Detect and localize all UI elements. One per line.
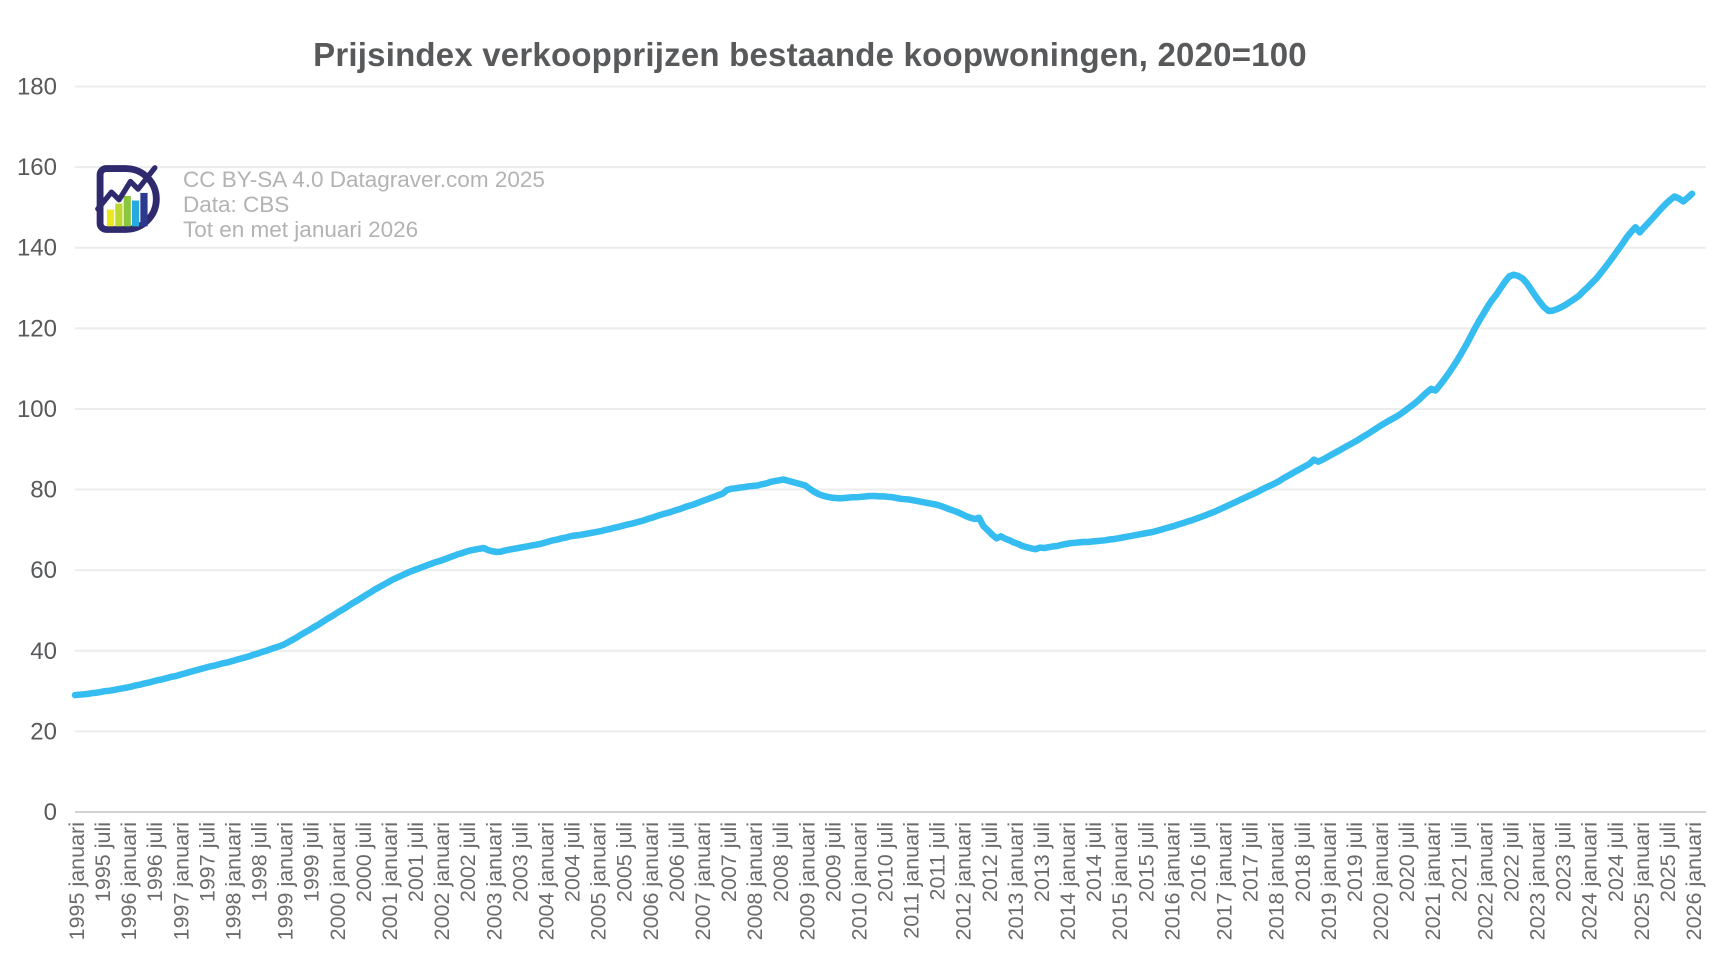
x-tick-label: 2024 juli	[1604, 822, 1628, 902]
x-tick-label: 2020 januari	[1369, 822, 1393, 940]
x-tick-label: 2010 juli	[874, 822, 898, 902]
y-tick-label: 160	[17, 154, 57, 181]
x-tick-label: 1999 juli	[300, 822, 324, 902]
x-tick-label: 2004 januari	[534, 822, 558, 940]
x-tick-label: 2017 januari	[1213, 822, 1237, 940]
watermark-license: CC BY-SA 4.0 Datagraver.com 2025	[183, 167, 545, 192]
x-tick-label: 2013 januari	[1004, 822, 1028, 940]
x-tick-label: 2009 juli	[821, 822, 845, 902]
x-tick-label: 2007 juli	[717, 822, 741, 902]
y-tick-label: 100	[17, 396, 57, 423]
x-tick-label: 2021 januari	[1421, 822, 1445, 940]
x-tick-label: 2001 juli	[404, 822, 428, 902]
x-tick-label: 2025 juli	[1656, 822, 1680, 902]
x-tick-label: 2014 juli	[1082, 822, 1106, 902]
x-tick-label: 1996 januari	[117, 822, 141, 940]
x-tick-label: 2007 januari	[691, 822, 715, 940]
x-tick-label: 2016 januari	[1160, 822, 1184, 940]
x-tick-label: 2022 januari	[1473, 822, 1497, 940]
x-tick-label: 2009 januari	[795, 822, 819, 940]
x-tick-label: 2011 januari	[900, 822, 924, 939]
x-tick-label: 1999 januari	[274, 822, 298, 940]
x-tick-label: 2026 januari	[1682, 822, 1706, 940]
x-tick-label: 2010 januari	[847, 822, 871, 940]
x-tick-label: 2000 juli	[352, 822, 376, 902]
x-tick-label: 2005 januari	[587, 822, 611, 940]
x-tick-label: 2003 januari	[482, 822, 506, 940]
chart-title: Prijsindex verkoopprijzen bestaande koop…	[313, 36, 1307, 74]
y-tick-label: 60	[30, 557, 57, 584]
y-tick-label: 0	[44, 799, 57, 826]
x-tick-label: 2022 juli	[1499, 822, 1523, 902]
x-tick-label: 2019 januari	[1317, 822, 1341, 940]
x-tick-label: 1998 januari	[221, 822, 245, 940]
x-tick-label: 2005 juli	[613, 822, 637, 902]
x-tick-label: 2003 juli	[508, 822, 532, 902]
x-tick-label: 2002 juli	[456, 822, 480, 902]
x-tick-label: 2001 januari	[378, 822, 402, 940]
y-tick-label: 180	[17, 74, 57, 101]
y-tick-label: 120	[17, 315, 57, 342]
watermark: CC BY-SA 4.0 Datagraver.com 2025 Data: C…	[94, 161, 545, 242]
price-index-line	[71, 190, 1696, 699]
x-tick-label: 2013 juli	[1030, 822, 1054, 902]
x-tick-label: 2006 juli	[665, 822, 689, 902]
x-tick-label: 1996 juli	[143, 822, 167, 902]
x-tick-label: 2006 januari	[639, 822, 663, 940]
y-tick-label: 140	[17, 235, 57, 262]
x-tick-label: 2020 juli	[1395, 822, 1419, 902]
x-tick-label: 2000 januari	[326, 822, 350, 940]
x-tick-label: 2016 juli	[1186, 822, 1210, 902]
x-tick-label: 2019 juli	[1343, 822, 1367, 902]
x-tick-label: 1998 juli	[248, 822, 272, 902]
x-tick-label: 1997 juli	[195, 822, 219, 902]
x-tick-label: 2012 juli	[978, 822, 1002, 902]
x-tick-label: 2017 juli	[1239, 822, 1263, 902]
x-tick-label: 2018 januari	[1265, 822, 1289, 940]
x-tick-label: 2023 juli	[1552, 822, 1576, 902]
x-tick-label: 1997 januari	[169, 822, 193, 940]
x-tick-label: 1995 januari	[65, 822, 89, 940]
x-tick-label: 2008 januari	[743, 822, 767, 940]
x-tick-label: 2025 januari	[1630, 822, 1654, 940]
x-tick-label: 1995 juli	[91, 822, 115, 902]
x-tick-label: 2015 januari	[1108, 822, 1132, 940]
watermark-period: Tot en met januari 2026	[183, 217, 419, 242]
datagraver-logo-icon	[95, 165, 160, 233]
x-tick-label: 2012 januari	[952, 822, 976, 940]
y-tick-label: 20	[30, 718, 57, 745]
x-tick-label: 2023 januari	[1526, 822, 1550, 940]
y-tick-label: 40	[30, 638, 57, 665]
x-tick-label: 2008 juli	[769, 822, 793, 902]
x-tick-label: 2002 januari	[430, 822, 454, 940]
x-tick-label: 2004 juli	[561, 822, 585, 902]
watermark-source: Data: CBS	[183, 192, 290, 217]
y-tick-label: 80	[30, 477, 57, 504]
x-tick-label: 2018 juli	[1291, 822, 1315, 902]
x-tick-label: 2021 juli	[1447, 822, 1471, 902]
x-tick-label: 2014 januari	[1056, 822, 1080, 940]
x-tick-label: 2011 juli	[926, 822, 950, 901]
x-tick-label: 2015 juli	[1134, 822, 1158, 902]
x-tick-label: 2024 januari	[1578, 822, 1602, 940]
